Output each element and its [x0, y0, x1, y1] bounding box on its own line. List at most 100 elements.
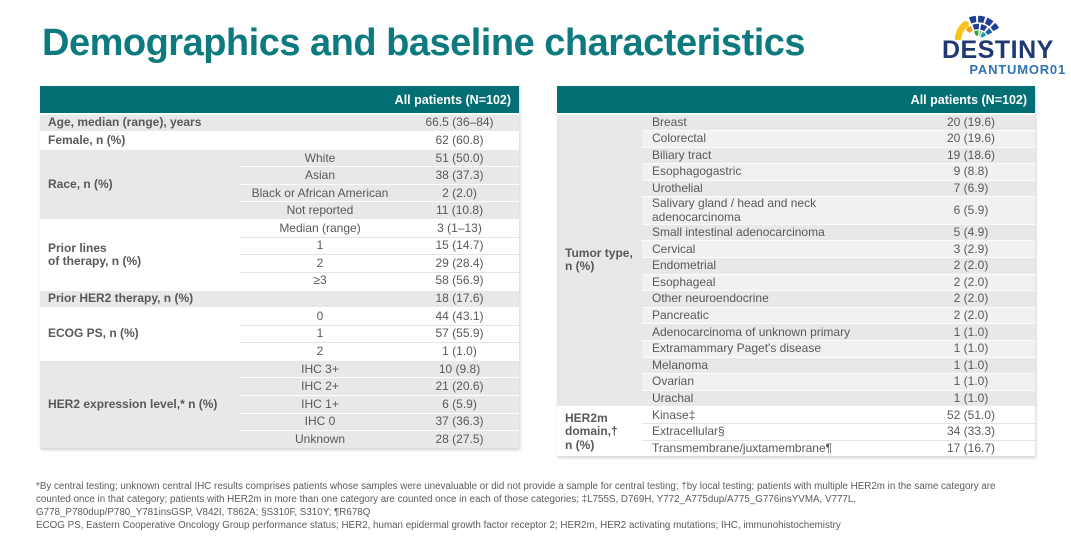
footnote-line: G778_P780dup/P780_Y781insGSP, V842I, T86… [36, 506, 371, 518]
row-value: 20 (19.6) [907, 114, 1036, 131]
row-sub-label: 1 [240, 236, 400, 255]
row-sub-label: IHC 0 [240, 412, 400, 431]
group-tumor-type: Tumor type, n (%) Breast 20 (19.6) Color… [557, 114, 1036, 407]
row-value: 44 (43.1) [400, 307, 520, 326]
row-value: 57 (55.9) [400, 324, 520, 343]
table-row: Esophageal 2 (2.0) [557, 273, 1036, 291]
table-row: Small intestinal adenocarcinoma 5 (4.9) [557, 223, 1036, 241]
row-value: 18 (17.6) [400, 289, 520, 308]
table-row: Biliary tract 19 (18.6) [557, 146, 1036, 164]
footnote-line: ECOG PS, Eastern Cooperative Oncology Gr… [36, 519, 841, 531]
table-row: ECOG PS, n (%) 0 44 (43.1) [40, 307, 520, 361]
group-female: Female, n (%) 62 (60.8) [40, 131, 520, 150]
row-value: 10 (9.8) [400, 360, 520, 378]
row-value: 6 (5.9) [400, 395, 520, 414]
footnote-line: *By central testing; unknown central IHC… [36, 481, 996, 492]
row-sub-label: 1 [240, 324, 400, 343]
row-sub-label: IHC 2+ [240, 377, 400, 396]
row-value: 9 (8.8) [907, 163, 1036, 181]
row-value: 37 (36.3) [400, 412, 520, 431]
row-sub-label: Esophageal [642, 273, 907, 291]
row-value: 3 (2.9) [907, 240, 1036, 258]
row-sub-label: 0 [240, 307, 400, 326]
footnotes: *By central testing; unknown central IHC… [36, 481, 1046, 533]
table-row: Salivary gland / head and neck adenocarc… [557, 196, 1036, 225]
row-value: 62 (60.8) [400, 131, 520, 150]
row-sub-label: Urachal [642, 389, 907, 407]
table-row: IHC 2+ 21 (20.6) [40, 377, 520, 396]
row-value: 7 (6.9) [907, 179, 1036, 197]
table-header-row: All patients (N=102) [40, 86, 520, 114]
row-sub-label: Pancreatic [642, 306, 907, 324]
table-row: Unknown 28 (27.5) [40, 430, 520, 449]
row-value: 2 (2.0) [907, 273, 1036, 291]
table-row: Race, n (%) White 51 (50.0) [40, 149, 520, 220]
row-value: 2 (2.0) [907, 257, 1036, 275]
logo-brand-text: DESTINY [942, 36, 1054, 64]
row-sub-label: Transmembrane/juxtamembrane¶ [642, 439, 907, 457]
row-value: 2 (2.0) [907, 290, 1036, 308]
column-header-all-patients: All patients (N=102) [557, 86, 1036, 114]
row-sub-label: Breast [642, 114, 907, 131]
row-sub-label: Kinase‡ [642, 406, 907, 424]
table-row: Cervical 3 (2.9) [557, 240, 1036, 258]
row-sub-label: Black or African American [240, 183, 400, 202]
table-row: Ovarian 1 (1.0) [557, 373, 1036, 391]
group-ecog: ECOG PS, n (%) 0 44 (43.1) 1 57 (55.9) 2… [40, 307, 520, 361]
table-row: 2 1 (1.0) [40, 342, 520, 361]
row-sub-label: Esophagogastric [642, 163, 907, 181]
table-row: 1 15 (14.7) [40, 236, 520, 255]
row-value: 21 (20.6) [400, 377, 520, 396]
group-her2-expression: HER2 expression level,* n (%) IHC 3+ 10 … [40, 360, 520, 449]
row-label: HER2m domain,† n (%) [557, 406, 642, 457]
group-race: Race, n (%) White 51 (50.0) Asian 38 (37… [40, 149, 520, 220]
row-sub-label: Melanoma [642, 356, 907, 374]
row-sub-label: Biliary tract [642, 146, 907, 164]
row-sub-label: ≥3 [240, 271, 400, 290]
row-value: 1 (1.0) [907, 356, 1036, 374]
row-value: 28 (27.5) [400, 430, 520, 449]
row-value: 1 (1.0) [907, 340, 1036, 358]
row-sub-label: Small intestinal adenocarcinoma [642, 223, 907, 241]
row-label: Age, median (range), years [40, 114, 400, 132]
row-sub-label: Urothelial [642, 179, 907, 197]
row-value: 38 (37.3) [400, 166, 520, 185]
page-title: Demographics and baseline characteristic… [42, 22, 806, 64]
row-value: 66.5 (36–84) [400, 114, 520, 132]
row-sub-label: Asian [240, 166, 400, 185]
row-sub-label: Median (range) [240, 219, 400, 238]
logo-trial-text: PANTUMOR01 [969, 62, 1066, 77]
row-value: 29 (28.4) [400, 254, 520, 273]
table-row: 2 29 (28.4) [40, 254, 520, 273]
destiny-pantumor01-logo: DESTINY PANTUMOR01 [942, 6, 1068, 77]
table-row: Adenocarcinoma of unknown primary 1 (1.0… [557, 323, 1036, 341]
table-row: HER2m domain,† n (%) Kinase‡ 52 (51.0) [557, 406, 1036, 457]
row-sub-label: Endometrial [642, 257, 907, 275]
row-value: 2 (2.0) [907, 306, 1036, 324]
row-label: Race, n (%) [40, 149, 240, 220]
row-value: 1 (1.0) [400, 342, 520, 361]
row-value: 15 (14.7) [400, 236, 520, 255]
table-row: Tumor type, n (%) Breast 20 (19.6) [557, 114, 1036, 407]
row-value: 2 (2.0) [400, 183, 520, 202]
table-header-row: All patients (N=102) [557, 86, 1036, 114]
row-sub-label: Unknown [240, 430, 400, 449]
row-value: 1 (1.0) [907, 323, 1036, 341]
table-row: Black or African American 2 (2.0) [40, 183, 520, 202]
row-sub-label: Adenocarcinoma of unknown primary [642, 323, 907, 341]
row-value: 3 (1–13) [400, 219, 520, 238]
table-row: Not reported 11 (10.8) [40, 201, 520, 220]
row-label: Tumor type, n (%) [557, 114, 642, 407]
row-value: 58 (56.9) [400, 271, 520, 290]
row-sub-label: Extramammary Paget's disease [642, 340, 907, 358]
table-row: Esophagogastric 9 (8.8) [557, 163, 1036, 181]
tumor-type-table: All patients (N=102) Tumor type, n (%) B… [557, 86, 1036, 457]
row-value: 17 (16.7) [907, 439, 1036, 457]
row-label: HER2 expression level,* n (%) [40, 360, 240, 449]
table-row: Prior HER2 therapy, n (%) 18 (17.6) [40, 289, 520, 308]
row-value: 20 (19.6) [907, 130, 1036, 148]
row-value: 34 (33.3) [907, 422, 1036, 441]
table-row: Urachal 1 (1.0) [557, 389, 1036, 407]
table-row: Extramammary Paget's disease 1 (1.0) [557, 340, 1036, 358]
row-sub-label: IHC 1+ [240, 395, 400, 414]
